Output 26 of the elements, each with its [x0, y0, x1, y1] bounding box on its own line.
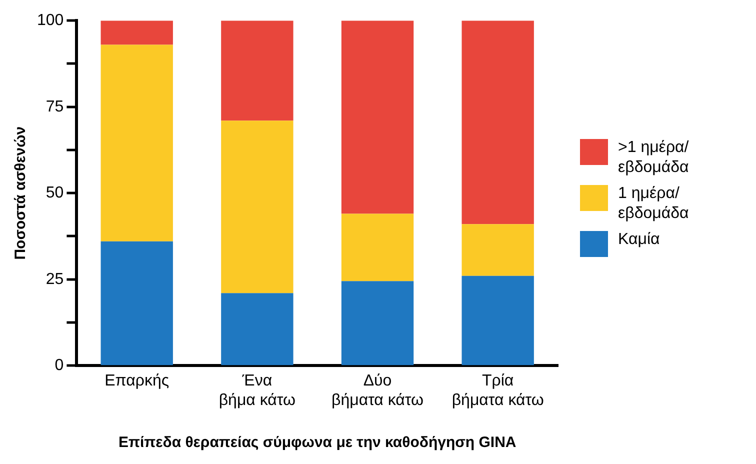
bar [462, 276, 534, 366]
bar [341, 214, 414, 282]
bar [341, 20, 414, 214]
bar [462, 224, 534, 276]
legend-label: >1 ημέρα/ εβδομάδα [618, 138, 690, 178]
y-axis-title: Ποσοστά ασθενών [12, 126, 30, 260]
x-tick-label: Ένα βήμα κάτω [218, 372, 296, 409]
y-tick-label: 75 [46, 98, 64, 116]
x-tick-label: Δύο βήματα κάτω [332, 372, 424, 409]
bar [100, 20, 173, 45]
y-tick-label: 25 [46, 270, 64, 288]
bar [462, 20, 534, 224]
bar [221, 293, 294, 366]
bar [100, 241, 173, 366]
bar [100, 44, 173, 242]
x-axis-title: Επίπεδα θεραπείας σύμφωνα με την καθοδήγηση GINA [118, 434, 516, 452]
bar [221, 20, 294, 121]
bar [221, 120, 294, 294]
y-tick-label: 100 [36, 12, 64, 30]
y-tick-label: 50 [46, 184, 64, 202]
x-tick-label: Επαρκής [104, 372, 170, 390]
legend-label: 1 ημέρα/ εβδομάδα [618, 184, 690, 224]
x-tick-label: Τρία βήματα κάτω [452, 372, 544, 409]
bar [341, 281, 414, 366]
legend-label: Καμία [618, 230, 661, 250]
y-tick-label: 0 [54, 357, 64, 374]
